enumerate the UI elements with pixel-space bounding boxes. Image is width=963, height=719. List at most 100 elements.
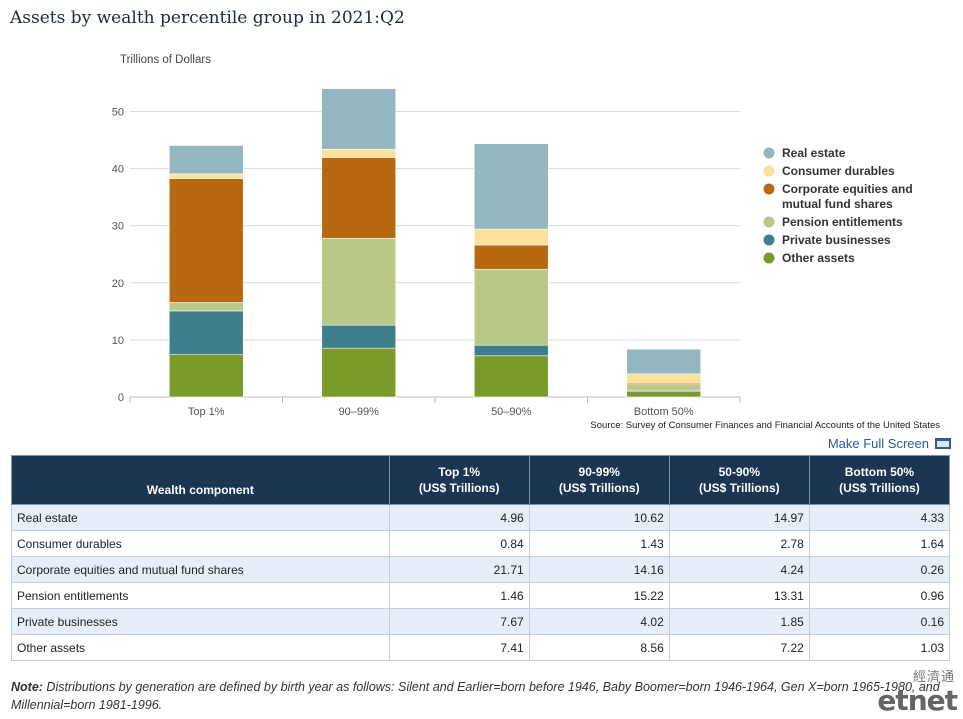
- bar-segment: [626, 373, 702, 384]
- bar-segment: [626, 390, 702, 398]
- value-cell: 14.97: [668, 504, 810, 531]
- bar-segment: [473, 268, 549, 346]
- bar-segment: [473, 244, 549, 270]
- bar-segment: [626, 384, 702, 391]
- bar-segment: [168, 178, 244, 303]
- y-tick-label: 50: [112, 107, 124, 119]
- y-tick-label: 40: [112, 164, 124, 176]
- y-tick-label: 20: [112, 278, 124, 290]
- bar-segment: [321, 237, 397, 326]
- legend-label: Private businesses: [782, 233, 891, 247]
- bar-segment: [168, 145, 244, 175]
- value-cell: 8.56: [528, 634, 670, 661]
- y-tick-label: 10: [112, 335, 124, 347]
- bar-segment: [473, 355, 549, 398]
- legend-label: Real estate: [782, 146, 846, 160]
- footnote: Note: Distributions by generation are de…: [11, 678, 941, 714]
- chart-title: Assets by wealth percentile group in 202…: [10, 8, 405, 28]
- value-cell: 1.85: [668, 608, 810, 635]
- value-cell: 15.22: [528, 582, 670, 609]
- value-cell: 4.96: [388, 504, 530, 531]
- legend-marker: [763, 234, 775, 246]
- table-row: Consumer durables 0.84 1.43 2.78 1.64: [11, 530, 951, 557]
- note-text: Distributions by generation are defined …: [11, 680, 940, 712]
- value-cell: 7.67: [388, 608, 530, 635]
- etnet-logo-text: etnet: [877, 684, 958, 717]
- value-cell: 1.43: [528, 530, 670, 557]
- value-cell: 21.71: [388, 556, 530, 583]
- row-label-cell: Other assets: [11, 634, 390, 661]
- legend-marker: [763, 147, 775, 159]
- source-note: Source: Survey of Consumer Finances and …: [590, 420, 940, 431]
- bar-segment: [321, 88, 397, 150]
- fullscreen-icon: [935, 438, 951, 449]
- table-row: Private businesses 7.67 4.02 1.85 0.16: [11, 608, 951, 635]
- legend-label: Pension entitlements: [782, 215, 903, 229]
- row-label-cell: Consumer durables: [11, 530, 390, 557]
- stacked-bar-chart: Trillions of Dollars 0 10 20 30 40 50 Top 1% 90–…: [112, 54, 940, 431]
- value-cell: 13.31: [668, 582, 810, 609]
- legend-label: Other assets: [782, 251, 855, 265]
- table-row: Real estate 4.96 10.62 14.97 4.33: [11, 504, 951, 531]
- legend-label: Consumer durables: [782, 164, 895, 178]
- value-cell: 0.16: [808, 608, 951, 635]
- x-tick-label: 50–90%: [491, 406, 532, 418]
- bar-segment: [168, 310, 244, 355]
- legend-marker: [763, 216, 775, 228]
- x-tick-label: Bottom 50%: [634, 406, 694, 418]
- row-label-cell: Pension entitlements: [11, 582, 390, 609]
- column-header: 90-99% (US$ Trillions): [528, 455, 670, 505]
- x-tick-label: 90–99%: [339, 406, 380, 418]
- value-cell: 1.03: [808, 634, 951, 661]
- bar-segment: [168, 302, 244, 312]
- bar-segment: [473, 228, 549, 246]
- note-label: Note:: [11, 680, 43, 694]
- value-cell: 4.24: [668, 556, 810, 583]
- bar-segment: [168, 354, 244, 398]
- value-cell: 1.64: [808, 530, 951, 557]
- table-row: Corporate equities and mutual fund share…: [11, 556, 951, 583]
- y-tick-label: 0: [118, 392, 124, 404]
- value-cell: 7.22: [668, 634, 810, 661]
- y-tick-label: 30: [112, 221, 124, 233]
- value-cell: 7.41: [388, 634, 530, 661]
- etnet-logo-chinese: 經濟通: [912, 670, 955, 685]
- bar-segment: [321, 324, 397, 349]
- value-cell: 0.26: [808, 556, 951, 583]
- bar-segment: [626, 348, 702, 375]
- value-cell: 0.96: [808, 582, 951, 609]
- bar-segment: [321, 347, 397, 398]
- bar-segment: [321, 157, 397, 239]
- value-cell: 14.16: [528, 556, 670, 583]
- bar-segment: [473, 143, 549, 230]
- value-cell: 10.62: [528, 504, 670, 531]
- row-label-cell: Corporate equities and mutual fund share…: [11, 556, 390, 583]
- row-label-cell: Real estate: [11, 504, 390, 531]
- table-row: Pension entitlements 1.46 15.22 13.31 0.96: [11, 582, 951, 609]
- make-full-screen-button[interactable]: Make Full Screen: [828, 436, 951, 451]
- column-header: 50-90% (US$ Trillions): [668, 455, 810, 505]
- bar-segment: [473, 344, 549, 357]
- column-header-wealth-component: Wealth component: [11, 455, 390, 505]
- etnet-logo: 經濟通 etnet: [877, 670, 958, 717]
- make-full-screen-label: Make Full Screen: [827, 436, 929, 451]
- column-header: Bottom 50% (US$ Trillions): [808, 455, 951, 505]
- column-header: Top 1% (US$ Trillions): [388, 455, 530, 505]
- value-cell: 1.46: [388, 582, 530, 609]
- legend-label: Corporate equities and mutual fund shares: [782, 182, 913, 211]
- legend-marker: [763, 252, 775, 264]
- value-cell: 4.02: [528, 608, 670, 635]
- table-row: Other assets 7.41 8.56 7.22 1.03: [11, 634, 951, 661]
- legend-marker: [763, 165, 775, 177]
- value-cell: 4.33: [808, 504, 951, 531]
- y-axis-title: Trillions of Dollars: [120, 54, 211, 66]
- value-cell: 0.84: [388, 530, 530, 557]
- table-header-row: Wealth component Top 1% (US$ Trillions) 90-…: [11, 455, 951, 505]
- value-cell: 2.78: [668, 530, 810, 557]
- legend-marker: [763, 183, 775, 195]
- bar-segment: [321, 148, 397, 158]
- data-table: Wealth component Top 1% (US$ Trillions) 90-…: [11, 455, 951, 661]
- bar-segment: [168, 173, 244, 179]
- row-label-cell: Private businesses: [11, 608, 390, 635]
- x-tick-label: Top 1%: [188, 406, 225, 418]
